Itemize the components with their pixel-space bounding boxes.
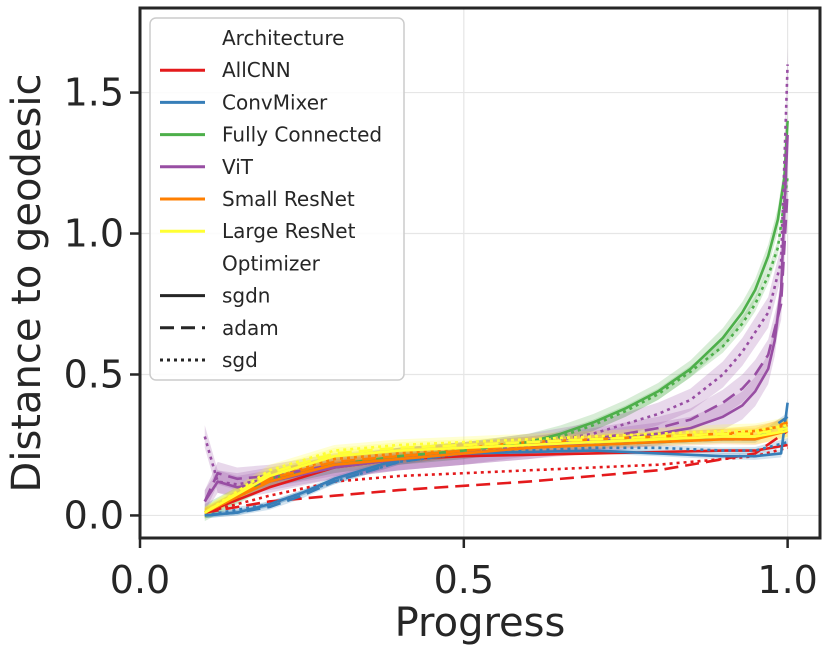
y-tick-label: 0.5 bbox=[64, 352, 124, 396]
series-band bbox=[204, 438, 788, 519]
y-tick-label: 1.0 bbox=[64, 212, 124, 256]
x-axis-ticks: 0.0 0.5 1.0 bbox=[110, 538, 818, 602]
series-line-large-resnet-sgdn bbox=[204, 429, 788, 514]
y-tick-label: 0.0 bbox=[64, 493, 124, 537]
series-band bbox=[204, 412, 788, 519]
legend-entry-label: Large ResNet bbox=[222, 219, 356, 243]
series-band bbox=[204, 419, 788, 517]
legend-title-optimizer: Optimizer bbox=[222, 251, 321, 275]
legend-entry-label: Fully Connected bbox=[222, 123, 382, 147]
series-lines bbox=[203, 64, 789, 517]
y-tick-label: 1.5 bbox=[64, 71, 124, 115]
series-line-small-resnet-sgdn bbox=[204, 429, 788, 514]
plot-frame bbox=[138, 6, 822, 540]
x-tick-label: 0.5 bbox=[434, 558, 494, 602]
series-band bbox=[204, 174, 788, 513]
series-line-fully-connected-sgd bbox=[204, 176, 789, 514]
series-band bbox=[204, 416, 788, 517]
x-tick-label: 1.0 bbox=[757, 558, 817, 602]
legend-entry-label: ConvMixer bbox=[222, 90, 328, 114]
legend-entry-label: sgdn bbox=[222, 284, 271, 308]
series-line-vit-sgd bbox=[203, 64, 789, 486]
series-band bbox=[204, 422, 788, 519]
y-axis-ticks: 0.0 0.5 1.0 1.5 bbox=[64, 71, 140, 537]
legend-entry-label: AllCNN bbox=[222, 58, 291, 82]
legend-entry-label: ViT bbox=[222, 155, 254, 179]
legend-entry-label: adam bbox=[222, 316, 279, 340]
series-line-allcnn-sgdn bbox=[204, 443, 788, 514]
series-line-large-resnet-adam bbox=[204, 426, 788, 514]
series-line-small-resnet-adam bbox=[204, 421, 789, 514]
legend-entry-label: sgd bbox=[222, 348, 258, 372]
x-axis-label: Progress bbox=[395, 600, 566, 646]
series-band bbox=[204, 417, 788, 519]
series-line-allcnn-sgd bbox=[204, 446, 788, 514]
legend-title-architecture: Architecture bbox=[222, 26, 344, 50]
y-axis-label: Distance to geodesic bbox=[4, 74, 50, 493]
legend-box bbox=[149, 17, 405, 381]
x-tick-label: 0.0 bbox=[110, 558, 170, 602]
legend: Architecture AllCNN ConvMixer Fully Connect… bbox=[149, 17, 405, 381]
legend-entry-label: Small ResNet bbox=[222, 187, 355, 211]
